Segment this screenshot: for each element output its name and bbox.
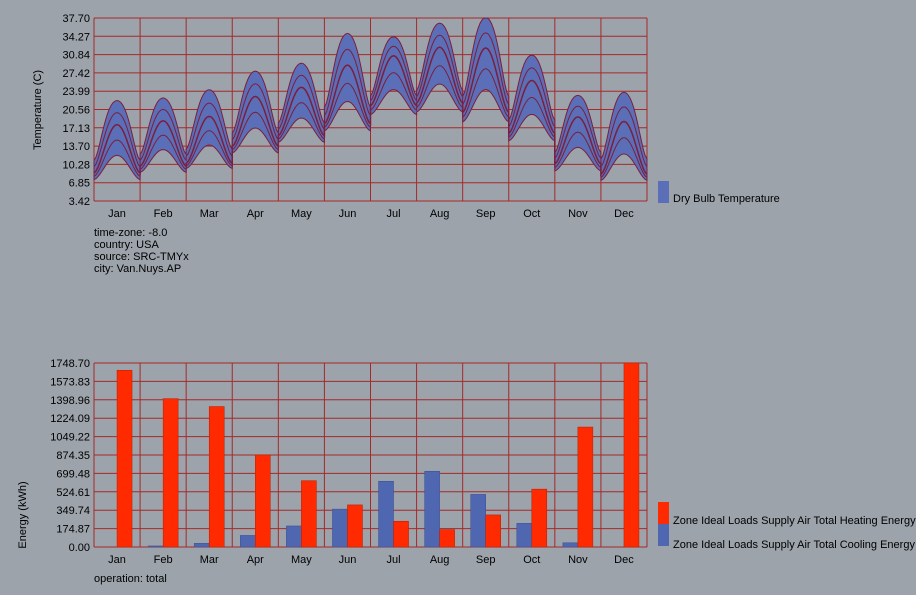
x-tick-label: Mar	[200, 208, 219, 220]
cooling-bar	[193, 543, 210, 548]
heating-bar	[208, 406, 225, 548]
x-tick-label: Feb	[154, 554, 173, 566]
heating-bar	[255, 454, 271, 548]
energy-legend: Zone Ideal Loads Supply Air Total Heatin…	[658, 502, 916, 551]
x-tick-label: Aug	[430, 208, 450, 220]
y-tick-label: 6.85	[69, 178, 90, 190]
legend-swatch-cooling	[658, 524, 669, 546]
meta-country: country: USA	[94, 239, 159, 251]
y-tick-label: 1748.70	[50, 358, 90, 370]
y-tick-label: 37.70	[62, 13, 90, 25]
y-tick-label: 13.70	[62, 141, 90, 153]
heating-bar	[623, 362, 640, 548]
cooling-bar	[562, 542, 579, 548]
heating-bar	[347, 504, 363, 548]
x-tick-label: Apr	[247, 554, 264, 566]
heating-bar	[162, 398, 179, 548]
temperature-band	[93, 17, 648, 182]
y-tick-label: 524.61	[56, 487, 90, 499]
cooling-bar	[286, 525, 302, 548]
legend-swatch-dry-bulb	[658, 181, 669, 203]
energy-x-ticks: Jan Feb Mar Apr May Jun Jul Aug Sep Oct Nov Dec	[108, 554, 634, 566]
x-tick-label: May	[291, 208, 312, 220]
y-tick-label: 20.56	[62, 105, 90, 117]
cooling-bar	[378, 480, 394, 548]
x-tick-label: May	[291, 554, 312, 566]
y-tick-label: 10.28	[62, 159, 90, 171]
cooling-bar	[240, 535, 256, 548]
y-tick-label: 3.42	[69, 196, 90, 208]
y-tick-label: 1224.09	[50, 413, 90, 425]
heating-bar	[439, 529, 455, 548]
meta-source: source: SRC-TMYx	[94, 251, 189, 263]
cooling-bar	[470, 494, 486, 548]
x-tick-label: Jun	[339, 208, 357, 220]
heating-bar	[485, 514, 501, 548]
y-tick-label: 23.99	[62, 86, 90, 98]
energy-y-axis-label: Energy (kWh)	[17, 481, 29, 548]
heating-bar	[393, 520, 409, 548]
x-tick-label: Mar	[200, 554, 219, 566]
energy-grid	[93, 362, 648, 548]
x-tick-label: Feb	[154, 208, 173, 220]
y-tick-label: 699.48	[56, 468, 90, 480]
y-tick-label: 0.00	[69, 542, 90, 554]
y-tick-label: 349.74	[56, 505, 90, 517]
cooling-bar	[332, 508, 348, 548]
y-tick-label: 1049.22	[50, 432, 90, 444]
heating-bar	[531, 488, 548, 548]
y-tick-label: 174.87	[56, 524, 90, 536]
x-tick-label: Jan	[108, 208, 126, 220]
meta-time-zone: time-zone: -8.0	[94, 227, 167, 239]
y-tick-label: 1398.96	[50, 395, 90, 407]
operation-footer: operation: total	[94, 573, 167, 585]
legend-label-heating: Zone Ideal Loads Supply Air Total Heatin…	[673, 515, 916, 527]
y-tick-label: 34.27	[62, 31, 90, 43]
cooling-bar	[147, 545, 164, 548]
x-tick-label: Oct	[523, 554, 540, 566]
legend-swatch-heating	[658, 502, 669, 524]
temperature-chart: 37.70 34.27 30.84 27.42 23.99 20.56 17.13 13.70…	[32, 13, 780, 275]
temperature-x-ticks: Jan Feb Mar Apr May Jun Jul Aug Sep Oct Nov Dec	[108, 208, 634, 220]
x-tick-label: Oct	[523, 208, 540, 220]
energy-bars	[116, 362, 640, 548]
meta-city: city: Van.Nuys.AP	[94, 263, 181, 275]
x-tick-label: Jul	[387, 208, 401, 220]
y-tick-label: 874.35	[56, 450, 90, 462]
y-tick-label: 17.13	[62, 123, 90, 135]
heating-bar	[116, 369, 133, 548]
temperature-lower-quartile-line	[93, 65, 648, 179]
x-tick-label: Dec	[614, 554, 634, 566]
x-tick-label: Nov	[568, 208, 588, 220]
cooling-bar	[516, 523, 533, 548]
x-tick-label: Jan	[108, 554, 126, 566]
x-tick-label: Dec	[614, 208, 634, 220]
x-tick-label: Jul	[387, 554, 401, 566]
x-tick-label: Apr	[247, 208, 264, 220]
temperature-y-axis-label: Temperature (C)	[32, 70, 44, 150]
heating-bar	[577, 426, 594, 548]
y-tick-label: 27.42	[62, 68, 90, 80]
y-tick-label: 30.84	[62, 50, 90, 62]
cooling-bar	[424, 470, 440, 548]
temperature-upper-quartile-line	[93, 32, 648, 169]
legend-label-dry-bulb: Dry Bulb Temperature	[673, 193, 780, 205]
energy-y-ticks: 1748.70 1573.83 1398.96 1224.09 1049.22 874.3…	[50, 358, 90, 554]
x-tick-label: Nov	[568, 554, 588, 566]
legend-label-cooling: Zone Ideal Loads Supply Air Total Coolin…	[673, 539, 915, 551]
temperature-y-ticks: 37.70 34.27 30.84 27.42 23.99 20.56 17.13 13.70…	[62, 13, 90, 208]
energy-chart: 1748.70 1573.83 1398.96 1224.09 1049.22 874.3…	[17, 358, 916, 585]
x-tick-label: Sep	[476, 208, 496, 220]
x-tick-label: Jun	[339, 554, 357, 566]
x-tick-label: Aug	[430, 554, 450, 566]
location-metadata: time-zone: -8.0 country: USA source: SRC…	[94, 227, 189, 275]
heating-bar	[301, 480, 317, 548]
x-tick-label: Sep	[476, 554, 496, 566]
temperature-legend: Dry Bulb Temperature	[658, 181, 780, 205]
y-tick-label: 1573.83	[50, 376, 90, 388]
